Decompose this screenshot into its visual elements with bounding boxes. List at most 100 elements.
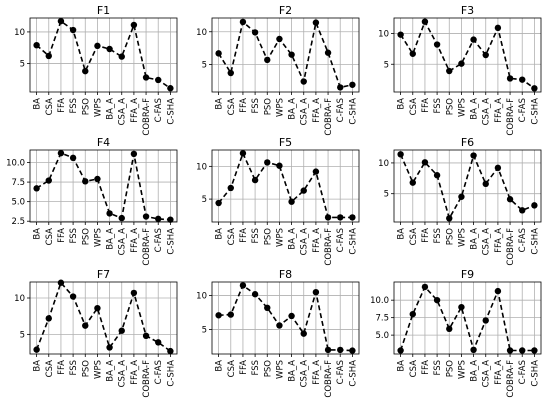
data-point <box>421 18 429 25</box>
y-tick-label: 5 <box>202 195 207 205</box>
x-tick-label: COBRA-F <box>506 360 516 398</box>
data-point <box>276 35 283 43</box>
x-tick-label: FSS <box>69 360 79 376</box>
data-point <box>458 60 465 67</box>
data-point <box>300 78 307 85</box>
data-point <box>251 176 259 184</box>
x-tick-label: FSS <box>433 228 443 244</box>
x-tick-label: CSA_A <box>118 98 128 126</box>
x-tick-label: C-FAS <box>336 360 346 384</box>
data-point <box>446 215 453 222</box>
data-point <box>264 304 271 312</box>
x-tick-label: FSS <box>251 360 261 376</box>
y-tick-label: 10 <box>14 294 25 304</box>
x-tick-label: FFA <box>421 228 431 243</box>
data-point <box>531 202 538 209</box>
data-point <box>167 347 174 355</box>
data-point <box>397 347 404 354</box>
x-tick-label: PSO <box>81 360 91 378</box>
x-tick-label: FSS <box>251 228 261 244</box>
subplot-title: F1 <box>97 4 110 17</box>
data-point <box>433 172 441 179</box>
series-line <box>36 152 171 221</box>
data-point <box>142 74 150 81</box>
x-tick-label: C-FAS <box>154 228 164 252</box>
data-point <box>337 84 344 91</box>
x-tick-label: C-FAS <box>518 228 528 252</box>
x-tick-label: BA <box>397 98 407 110</box>
data-point <box>82 67 89 75</box>
y-tick-label: 5 <box>384 60 389 70</box>
x-tick-label: WPS <box>275 228 285 247</box>
subplot-title: F4 <box>97 136 110 149</box>
x-tick-label: BA_A <box>470 98 480 120</box>
subplot-f6: 5 10 BA CSA FFA FSS PSO WPS BA_A CSA_A FFA_A COBRA-… <box>378 136 542 266</box>
data-point <box>69 293 77 300</box>
data-point <box>531 85 538 92</box>
x-tick-label: C-FAS <box>154 360 164 384</box>
y-tick-label: 2.5 <box>11 217 25 227</box>
data-point <box>239 150 247 157</box>
data-point <box>215 50 222 57</box>
x-tick-label: COBRA-F <box>324 228 334 266</box>
data-point <box>446 67 453 75</box>
x-tick-label: FFA_A <box>130 228 140 253</box>
subplot-title: F7 <box>97 268 110 281</box>
x-tick-label: FFA <box>239 228 249 243</box>
plot-frame <box>393 281 542 355</box>
subplot-f2: 5 10 BA CSA FFA FSS PSO WPS BA_A CSA_A FFA_A COBRA-… <box>196 4 360 136</box>
data-point <box>142 332 150 340</box>
data-point <box>300 187 307 194</box>
data-point <box>300 330 307 337</box>
data-point <box>337 346 344 354</box>
data-point <box>155 76 162 84</box>
x-tick-label: WPS <box>275 360 285 379</box>
x-tick-label: C-SHA <box>166 228 176 255</box>
x-tick-label: FFA <box>239 98 249 113</box>
data-point <box>167 85 174 92</box>
data-point <box>482 180 489 188</box>
data-point <box>118 214 125 222</box>
data-point <box>324 346 332 354</box>
data-point <box>118 53 125 60</box>
data-point <box>349 81 356 88</box>
y-tick-label: 5 <box>202 60 207 70</box>
data-point <box>251 29 259 36</box>
x-tick-label: FFA_A <box>130 98 140 123</box>
data-point <box>494 24 502 32</box>
x-tick-label: FFA <box>421 98 431 113</box>
x-tick-label: BA <box>397 360 407 372</box>
data-point <box>239 18 247 26</box>
x-tick-label: FSS <box>433 98 443 114</box>
x-tick-label: C-SHA <box>530 228 540 255</box>
data-point <box>82 178 89 185</box>
x-tick-label: CSA_A <box>482 228 492 256</box>
x-tick-label: PSO <box>445 228 455 246</box>
data-point <box>167 216 174 223</box>
x-tick-label: C-SHA <box>348 360 358 387</box>
x-tick-label: WPS <box>93 98 103 117</box>
series-line <box>399 19 535 89</box>
data-point <box>324 49 332 56</box>
y-tick-label: 10 <box>196 292 207 302</box>
x-tick-label: BA <box>33 228 43 240</box>
data-point <box>482 51 489 59</box>
data-point <box>239 282 247 289</box>
data-point <box>94 304 101 312</box>
x-tick-label: BA <box>397 228 407 240</box>
x-tick-label: FSS <box>251 98 261 114</box>
subplot-title: F8 <box>279 268 292 281</box>
x-tick-label: CSA <box>227 228 237 245</box>
data-point <box>45 52 52 60</box>
y-tick-label: 10 <box>14 28 25 38</box>
x-tick-label: CSA_A <box>118 228 128 256</box>
x-tick-label: C-SHA <box>166 98 176 125</box>
plot-frame <box>211 17 360 93</box>
x-tick-label: PSO <box>81 228 91 246</box>
x-tick-label: CSA <box>45 98 55 115</box>
data-point <box>506 347 514 354</box>
x-tick-label: CSA_A <box>300 98 310 126</box>
data-point <box>324 214 332 221</box>
y-tick-label: 10.0 <box>6 159 25 169</box>
x-tick-label: FFA_A <box>312 98 322 123</box>
